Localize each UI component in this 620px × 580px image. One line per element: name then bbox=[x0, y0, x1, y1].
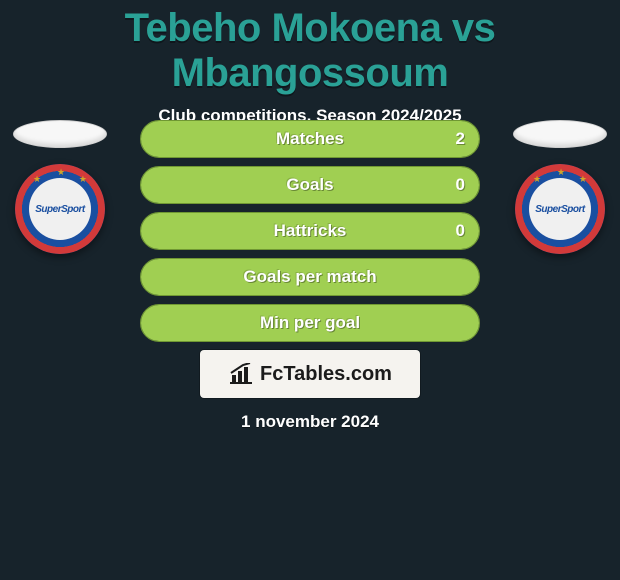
stat-label: Hattricks bbox=[141, 213, 479, 249]
stat-row: Matches2 bbox=[140, 120, 480, 158]
player-right-badge-col: SuperSport ★ ★ ★ bbox=[510, 120, 610, 254]
stat-row: Min per goal bbox=[140, 304, 480, 342]
title-right: Mbangossoum bbox=[172, 51, 449, 95]
club-crest-right: SuperSport ★ ★ ★ bbox=[515, 164, 605, 254]
crest-text-right: SuperSport bbox=[535, 204, 584, 215]
page-title: Tebeho Mokoena vs Mbangossoum bbox=[0, 0, 620, 96]
snapshot-date: 1 november 2024 bbox=[0, 412, 620, 432]
site-logo-text: FcTables.com bbox=[260, 363, 392, 386]
star-icon: ★ bbox=[79, 174, 87, 185]
country-flag-left bbox=[13, 120, 107, 148]
player-left-badge-col: SuperSport ★ ★ ★ bbox=[10, 120, 110, 254]
crest-center-left: SuperSport bbox=[29, 178, 91, 240]
stat-row: Goals per match bbox=[140, 258, 480, 296]
star-icon: ★ bbox=[57, 167, 65, 178]
title-left: Tebeho Mokoena bbox=[125, 6, 442, 50]
site-logo-band: FcTables.com bbox=[200, 350, 420, 398]
stat-row: Goals0 bbox=[140, 166, 480, 204]
stat-value-right: 0 bbox=[456, 167, 465, 203]
crest-text-left: SuperSport bbox=[35, 204, 84, 215]
crest-center-right: SuperSport bbox=[529, 178, 591, 240]
stat-value-right: 2 bbox=[456, 121, 465, 157]
stat-label: Goals per match bbox=[141, 259, 479, 295]
star-icon: ★ bbox=[533, 174, 541, 185]
club-crest-left: SuperSport ★ ★ ★ bbox=[15, 164, 105, 254]
title-vs: vs bbox=[441, 6, 495, 50]
stat-label: Min per goal bbox=[141, 305, 479, 341]
stat-label: Goals bbox=[141, 167, 479, 203]
stats-column: Matches2Goals0Hattricks0Goals per matchM… bbox=[140, 120, 480, 350]
stat-value-right: 0 bbox=[456, 213, 465, 249]
star-icon: ★ bbox=[33, 174, 41, 185]
star-icon: ★ bbox=[557, 167, 565, 178]
stat-row: Hattricks0 bbox=[140, 212, 480, 250]
star-icon: ★ bbox=[579, 174, 587, 185]
chart-icon bbox=[228, 363, 254, 385]
country-flag-right bbox=[513, 120, 607, 148]
stat-label: Matches bbox=[141, 121, 479, 157]
